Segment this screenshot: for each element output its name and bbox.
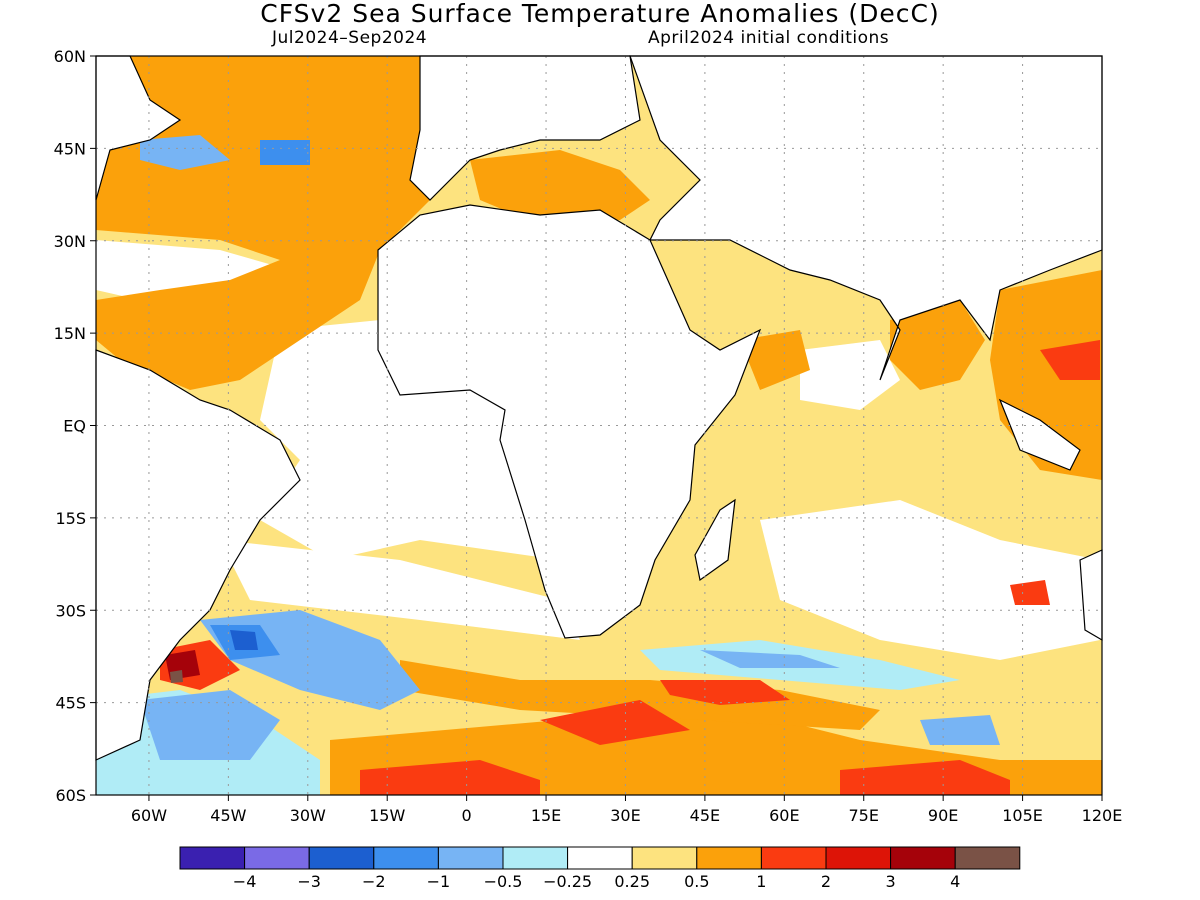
lat-tick-label: 45S [55,694,86,713]
colorbar-swatch [954,846,1021,870]
colorbar-label: 1 [756,872,766,891]
colorbar-swatch [179,846,246,870]
colorbar-swatch [760,846,827,870]
colorbar-swatch [502,846,569,870]
chart-title: CFSv2 Sea Surface Temperature Anomalies … [260,0,940,28]
colorbar-swatch [825,846,892,870]
lon-tick-label: 75E [849,806,879,825]
colorbar-label: 4 [950,872,960,891]
lat-tick-label: 30N [54,232,86,251]
lat-tick-label: 15S [55,509,86,528]
colorbar-swatch [631,846,698,870]
hot-anomaly-southeast [840,760,1010,795]
arabia-india-asia-land [629,55,1103,381]
colorbar-swatch [567,846,633,870]
cold-anomaly-west-subpolar [140,135,230,170]
warm-anomaly-arabian-coast [740,330,810,390]
colorbar-label: 0.25 [614,872,650,891]
cold-anomaly-newfoundland [260,140,310,165]
colorbar-label: 3 [886,872,896,891]
lat-tick-label: 45N [54,139,86,158]
warm-anomaly-mediterranean [470,150,650,225]
south-america-land [95,349,301,761]
colorbar-label: −0.25 [543,872,592,891]
lat-tick-label: 60N [54,47,86,66]
latitude-axis: 60N 45N 30N 15N EQ 15S 30S 45S 60S [54,47,96,805]
forecast-period: Jul2024–Sep2024 [272,28,428,48]
africa-land [377,204,762,639]
lat-tick-label: 30S [55,601,86,620]
colorbar-swatch [373,846,439,870]
hot-anomaly-south-indian [660,680,790,705]
initial-conditions-label: April2024 initial conditions [648,28,890,48]
lat-tick-label: EQ [63,417,86,436]
colorbar-label: 0.5 [684,872,709,891]
hot-anomaly-philippines [1040,340,1100,380]
maritime-islands [998,398,1081,471]
lon-tick-label: 105E [1002,806,1043,825]
neutral-patch-indian [760,500,1100,660]
hot-anomaly-drake [360,760,540,795]
colorbar-label: 2 [821,872,831,891]
lon-tick-label: 15E [531,806,561,825]
lon-tick-label: 45W [210,806,246,825]
cold-anomaly-lower-belt [140,690,280,760]
warm-anomaly-south-indian-band [400,660,880,730]
very-hot-anomaly-brazil-shelf [165,650,200,680]
lon-tick-label: 60E [769,806,799,825]
colorbar-swatch [244,846,310,870]
colorbar-label: −3 [297,872,321,891]
colorbar-label: −4 [233,872,257,891]
lon-tick-label: 120E [1082,806,1123,825]
colorbar-swatch [308,846,375,870]
colorbar-label: −0.5 [484,872,523,891]
hot-anomaly-southern-ocean [540,700,690,745]
neutral-patch-tropical-atlantic [260,320,600,560]
cold-anomaly-south-indian-core [700,650,840,668]
colorbar-label: −1 [427,872,451,891]
lon-tick-label: 0 [462,806,472,825]
longitude-axis: 60W 45W 30W 15W 0 15E 30E 45E 60E 75E 90E 105E 120E [131,795,1122,825]
land-masses [95,55,1103,761]
lon-tick-label: 30E [610,806,640,825]
lon-tick-label: 30W [290,806,326,825]
extreme-anomaly-point [170,670,183,683]
europe-land [409,55,641,201]
lon-tick-label: 15W [369,806,405,825]
neutral-patch-arabian [800,340,900,410]
warm-anomaly-bay-of-bengal [890,300,985,390]
cold-anomaly-core [230,630,258,650]
americas-land [95,55,182,201]
lat-tick-label: 15N [54,324,86,343]
colorbar-label: −2 [362,872,386,891]
lon-tick-label: 60W [131,806,167,825]
lat-tick-label: 60S [55,786,86,805]
colorbar-swatch [696,846,762,870]
neutral-patch-south-atlantic [220,540,580,640]
lon-tick-label: 90E [928,806,958,825]
hot-anomaly-west-australia [1010,580,1050,605]
lon-tick-label: 45E [690,806,720,825]
lat-lon-gridlines [96,56,1102,795]
colorbar: −4 −3 −2 −1 −0.5 −0.25 0.25 0.5 1 2 3 4 [179,846,1021,891]
cold-anomaly-east [920,715,1000,745]
colorbar-swatch [437,846,504,870]
colorbar-swatch [890,846,956,870]
